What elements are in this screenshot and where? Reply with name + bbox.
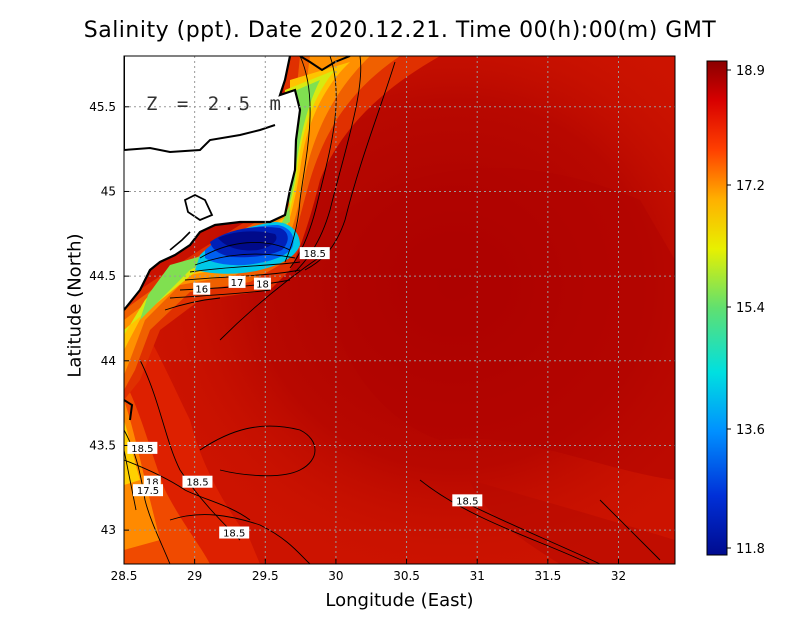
colorbar (706, 60, 728, 556)
contour-label: 18 (146, 478, 159, 489)
contour-label: 18 (256, 280, 269, 291)
contour-label-box (228, 275, 246, 288)
x-axis-ticks: 28.5 29 29.5 30 30.5 31 31.5 32 (111, 559, 626, 583)
x-tick-label: 29.5 (252, 569, 279, 583)
y-axis-title: Latitude (North) (64, 233, 86, 378)
colorbar-tick-label: 15.4 (736, 301, 765, 316)
offshore-patch (470, 480, 675, 564)
offshore-patch (330, 167, 675, 481)
x-tick-label: 30.5 (393, 569, 420, 583)
x-tick-label: 32 (611, 569, 626, 583)
colorbar-tick-label: 11.8 (736, 542, 765, 557)
y-tick-label: 44.5 (89, 269, 116, 283)
page-title: Salinity (ppt). Date 2020.12.21. Time 00… (83, 18, 717, 43)
contour-label: 16 (195, 285, 208, 296)
colorbar-tick-label: 17.2 (736, 179, 765, 194)
coastline (299, 56, 351, 72)
map-field (124, 56, 675, 564)
contour-label-box (299, 247, 330, 260)
colorbar-tick-label: 13.6 (736, 423, 765, 438)
coastline (169, 231, 191, 251)
contour-label: 17 (231, 278, 244, 289)
contour-label-box (127, 441, 158, 454)
grid-lines (124, 56, 675, 564)
coastline (124, 399, 134, 421)
contour-label-box (452, 494, 483, 507)
contour-label-box (133, 484, 164, 497)
y-tick-label: 45.5 (89, 100, 116, 114)
contour-label: 18.5 (131, 444, 153, 455)
colorbar-tick-label: 18.9 (736, 64, 765, 79)
land-mass (124, 56, 300, 310)
contour-label: 18.5 (456, 496, 478, 507)
contour-label-box (182, 475, 213, 488)
x-tick-label: 28.5 (111, 569, 138, 583)
contour-label: 17.5 (137, 486, 159, 497)
colorbar-ticks: 11.8 13.6 15.4 17.2 18.9 (727, 64, 765, 557)
coastline-lagoon (183, 193, 214, 222)
x-axis-title: Longitude (East) (325, 590, 474, 611)
contour-label: 18.5 (223, 529, 245, 540)
y-tick-label: 43.5 (89, 438, 116, 452)
contour-label-box (219, 526, 250, 539)
coastline (124, 56, 276, 154)
y-axis-ticks: 43 43.5 44 44.5 45 45.5 (89, 100, 129, 537)
contour-label-box (253, 277, 271, 290)
coastal-band (124, 400, 160, 550)
contour-label: 18.5 (304, 249, 326, 260)
y-tick-label: 45 (101, 184, 116, 198)
coastal-band (140, 80, 320, 320)
y-tick-label: 43 (101, 523, 116, 537)
contour-label: 18.5 (186, 478, 208, 489)
y-tick-label: 44 (101, 354, 116, 368)
coastline (124, 56, 302, 311)
contour-lines (124, 56, 661, 564)
depth-label: Z = 2.5 m (146, 93, 285, 115)
x-tick-label: 29 (187, 569, 202, 583)
x-tick-label: 31 (470, 569, 485, 583)
plot-frame (123, 55, 676, 565)
x-tick-label: 31.5 (534, 569, 561, 583)
contour-label-box (193, 282, 211, 295)
plume (218, 231, 277, 251)
x-tick-label: 30 (328, 569, 343, 583)
